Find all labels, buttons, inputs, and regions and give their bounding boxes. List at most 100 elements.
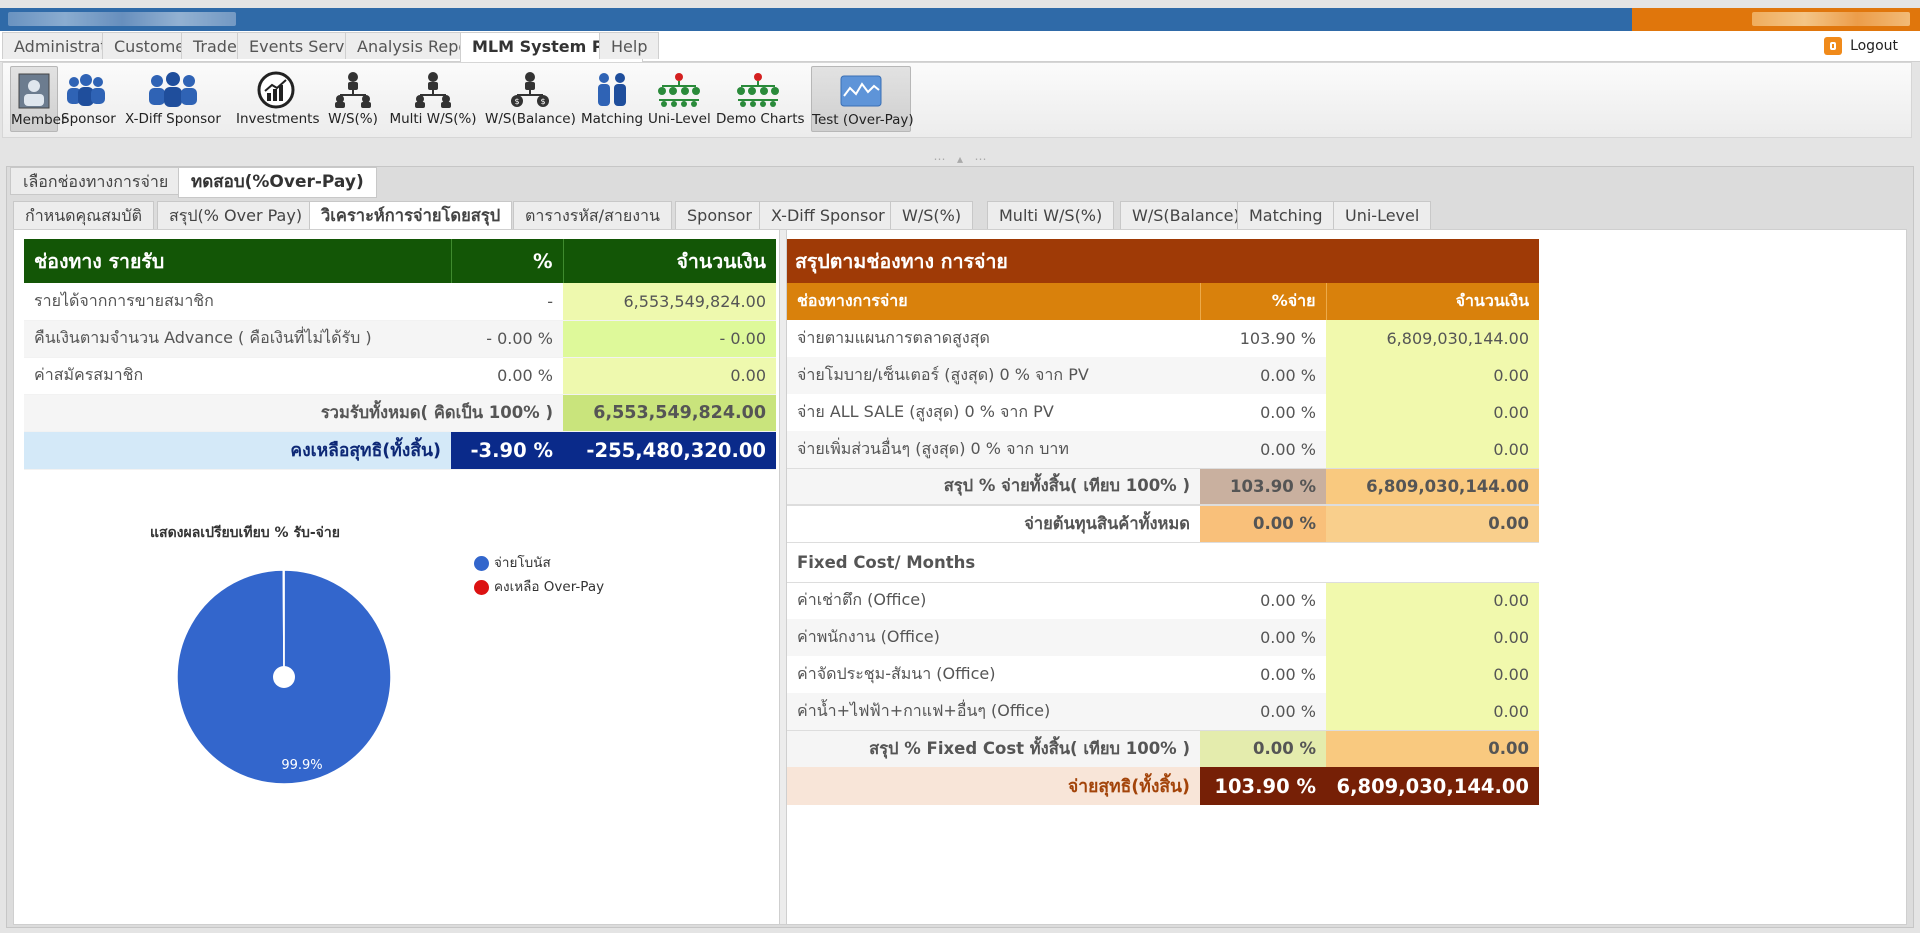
fixed-cost-row: ค่าพนักงาน (Office) 0.00 % 0.00 xyxy=(787,619,1539,656)
income-row-percent: - xyxy=(451,283,563,321)
toolbar-demo-charts-label: Demo Charts xyxy=(716,111,805,127)
subtab-summary-overpay[interactable]: สรุป(% Over Pay) xyxy=(157,201,315,229)
payout-row-amount: 6,809,030,144.00 xyxy=(1326,320,1539,357)
payout-net-amount: 6,809,030,144.00 xyxy=(1326,767,1539,805)
multi-ws-icon xyxy=(415,72,451,108)
plan-toolbar: Member Sponsor X-Diff Sponsor Investment… xyxy=(2,62,1912,138)
payout-row-label: จ่าย ALL SALE (สูงสุด) 0 % จาก PV xyxy=(797,402,1054,421)
logout-label: Logout xyxy=(1850,38,1898,54)
fixed-cost-amount: 0.00 xyxy=(1326,693,1539,730)
subtab-code-table[interactable]: ตารางรหัส/สายงาน xyxy=(513,201,672,229)
fixed-cost-title: Fixed Cost/ Months xyxy=(787,541,1539,583)
toolbar-uni-level[interactable]: Uni-Level xyxy=(648,66,711,132)
toolbar-member[interactable]: Member xyxy=(10,66,67,132)
tab-select-payment-channel[interactable]: เลือกช่องทางการจ่าย xyxy=(10,167,182,195)
payout-row: จ่ายตามแผนการตลาดสูงสุด 103.90 % 6,809,0… xyxy=(787,320,1539,357)
subtab-sponsor[interactable]: Sponsor xyxy=(675,201,764,229)
fixed-cost-amount: 0.00 xyxy=(1326,619,1539,656)
uni-level-icon xyxy=(658,73,700,107)
income-header-percent: % xyxy=(451,239,564,283)
ws-balance-icon: $ $ xyxy=(511,72,549,107)
legend-item: คงเหลือ Over-Pay xyxy=(474,577,604,601)
logout-button[interactable]: Logout xyxy=(1824,35,1898,57)
member-icon xyxy=(18,73,50,109)
fixed-cost-sum-label: สรุป % Fixed Cost ทั้งสิ้น( เทียบ 100% ) xyxy=(787,729,1200,767)
toolbar-test-overpay[interactable]: Test (Over-Pay) xyxy=(811,66,914,132)
fixed-cost-amount: 0.00 xyxy=(1326,582,1539,619)
tab-test-overpay[interactable]: ทดสอบ(%Over-Pay) xyxy=(178,167,377,198)
toolbar-x-diff-sponsor[interactable]: X-Diff Sponsor xyxy=(113,66,233,132)
subtab-payout-analysis[interactable]: วิเคราะห์การจ่ายโดยสรุป xyxy=(309,201,513,231)
toolbar-ws-balance[interactable]: $ $ W/S(Balance) xyxy=(485,66,576,132)
payout-header-amount: จำนวนเงิน xyxy=(1326,283,1539,320)
app-title-blurred xyxy=(8,12,236,26)
subtab-multi-ws[interactable]: Multi W/S(%) xyxy=(987,201,1115,229)
toolbar-sponsor-label: Sponsor xyxy=(61,111,116,127)
subtab-matching[interactable]: Matching xyxy=(1237,201,1335,229)
income-row: คืนเงินตามจำนวน Advance ( คือเงินที่ไม่ไ… xyxy=(24,320,776,358)
payout-row-amount: 0.00 xyxy=(1326,394,1539,431)
income-net-label: คงเหลือสุทธิ(ทั้งสิ้น) xyxy=(24,431,451,470)
income-header-channel: ช่องทาง รายรับ xyxy=(24,239,452,283)
toolbar-investments[interactable]: Investments xyxy=(236,66,320,132)
subtab-ws-percent[interactable]: W/S(%) xyxy=(890,201,974,229)
subtab-uni-level[interactable]: Uni-Level xyxy=(1333,201,1432,229)
income-row: ค่าสมัครสมาชิก 0.00 % 0.00 xyxy=(24,357,776,395)
toolbar-multi-ws[interactable]: Multi W/S(%) xyxy=(388,66,478,132)
payout-cost-percent: 0.00 % xyxy=(1200,504,1326,542)
fixed-cost-percent: 0.00 % xyxy=(1260,591,1316,611)
chart-title: แสดงผลเปรียบเทียบ % รับ-จ่าย xyxy=(150,525,340,541)
toolbar-demo-charts[interactable]: Demo Charts xyxy=(716,66,805,132)
tab-content: ช่องทาง รายรับ % จำนวนเงิน รายได้จากการข… xyxy=(13,229,1907,925)
fixed-cost-percent: 0.00 % xyxy=(1200,693,1326,730)
splitter[interactable]: ⋯ ▴ ⋯ xyxy=(933,152,987,166)
toolbar-test-overpay-label: Test (Over-Pay) xyxy=(812,112,914,128)
income-row-label: คืนเงินตามจำนวน Advance ( คือเงินที่ไม่ไ… xyxy=(24,320,451,358)
payout-row-label: จ่ายโมบาย/เซ็นเตอร์ (สูงสุด) 0 % จาก PV xyxy=(787,357,1200,394)
pie-slice-1[interactable] xyxy=(282,569,285,678)
payout-cost-label: จ่ายต้นทุนสินค้าทั้งหมด xyxy=(787,504,1200,542)
subtab-ws-balance[interactable]: W/S(Balance) xyxy=(1120,201,1252,229)
subtab-qualifications[interactable]: กำหนดคุณสมบัติ xyxy=(13,201,154,229)
income-table: ช่องทาง รายรับ % จำนวนเงิน รายได้จากการข… xyxy=(24,239,776,470)
fixed-cost-sum-percent: 0.00 % xyxy=(1200,729,1326,767)
subtab-x-diff-sponsor[interactable]: X-Diff Sponsor xyxy=(759,201,897,229)
fixed-cost-label: ค่าน้ำ+ไฟฟ้า+กาแฟ+อื่นๆ (Office) xyxy=(787,693,1200,730)
payout-net-label: จ่ายสุทธิ(ทั้งสิ้น) xyxy=(787,767,1200,805)
fixed-cost-amount: 0.00 xyxy=(1326,656,1539,693)
toolbar-matching[interactable]: Matching xyxy=(581,66,643,132)
payout-row: จ่ายโมบาย/เซ็นเตอร์ (สูงสุด) 0 % จาก PV … xyxy=(787,357,1539,394)
svg-text:$: $ xyxy=(514,97,519,106)
legend-dot-overpay xyxy=(474,580,489,595)
income-total-row: รวมรับทั้งหมด( คิดเป็น 100% ) 6,553,549,… xyxy=(24,393,776,432)
payout-net-row: จ่ายสุทธิ(ทั้งสิ้น) 103.90 % 6,809,030,1… xyxy=(787,767,1539,805)
toolbar-sponsor[interactable]: Sponsor xyxy=(61,66,116,132)
fixed-cost-header-row: Fixed Cost/ Months xyxy=(787,541,1539,583)
payout-row-label: จ่ายเพิ่มส่วนอื่นๆ (สูงสุด) 0 % จาก บาท xyxy=(787,431,1200,468)
test-overpay-icon xyxy=(840,75,882,107)
payout-row: จ่าย ALL SALE (สูงสุด) 0 % จาก PV 0.00 %… xyxy=(787,394,1539,431)
fixed-cost-percent: 0.00 % xyxy=(1200,619,1326,656)
chart-legend: จ่ายโบนัส คงเหลือ Over-Pay xyxy=(474,553,604,601)
income-row: รายได้จากการขายสมาชิก - 6,553,549,824.00 xyxy=(24,283,776,321)
income-row-label: รายได้จากการขายสมาชิก xyxy=(24,283,451,321)
toolbar-ws-percent[interactable]: W/S(%) xyxy=(325,66,381,132)
payout-header-channel: ช่องทางการจ่าย xyxy=(787,283,1201,320)
income-total-label: รวมรับทั้งหมด( คิดเป็น 100% ) xyxy=(24,393,563,432)
title-bar xyxy=(0,8,1920,31)
payout-header-percent: %จ่าย xyxy=(1200,283,1327,320)
pie-data-label: 99.9% xyxy=(281,758,322,773)
toolbar-member-label: Member xyxy=(11,112,67,128)
menu-tab-help[interactable]: Help xyxy=(599,32,660,59)
user-area xyxy=(1632,8,1920,31)
x-diff-sponsor-icon xyxy=(149,72,197,107)
income-row-amount: 0.00 xyxy=(563,357,776,395)
payout-cost-amount: 0.00 xyxy=(1326,504,1539,542)
payout-cost-row: จ่ายต้นทุนสินค้าทั้งหมด 0.00 % 0.00 xyxy=(787,504,1539,542)
svg-text:$: $ xyxy=(540,97,545,106)
fixed-cost-row: ค่าจัดประชุม-สัมนา (Office) 0.00 % 0.00 xyxy=(787,656,1539,693)
income-row-label: ค่าสมัครสมาชิก xyxy=(24,357,451,395)
payout-row-amount: 0.00 xyxy=(1326,357,1539,394)
payout-title: สรุปตามช่องทาง การจ่าย xyxy=(787,239,1539,283)
matching-icon xyxy=(598,73,626,106)
